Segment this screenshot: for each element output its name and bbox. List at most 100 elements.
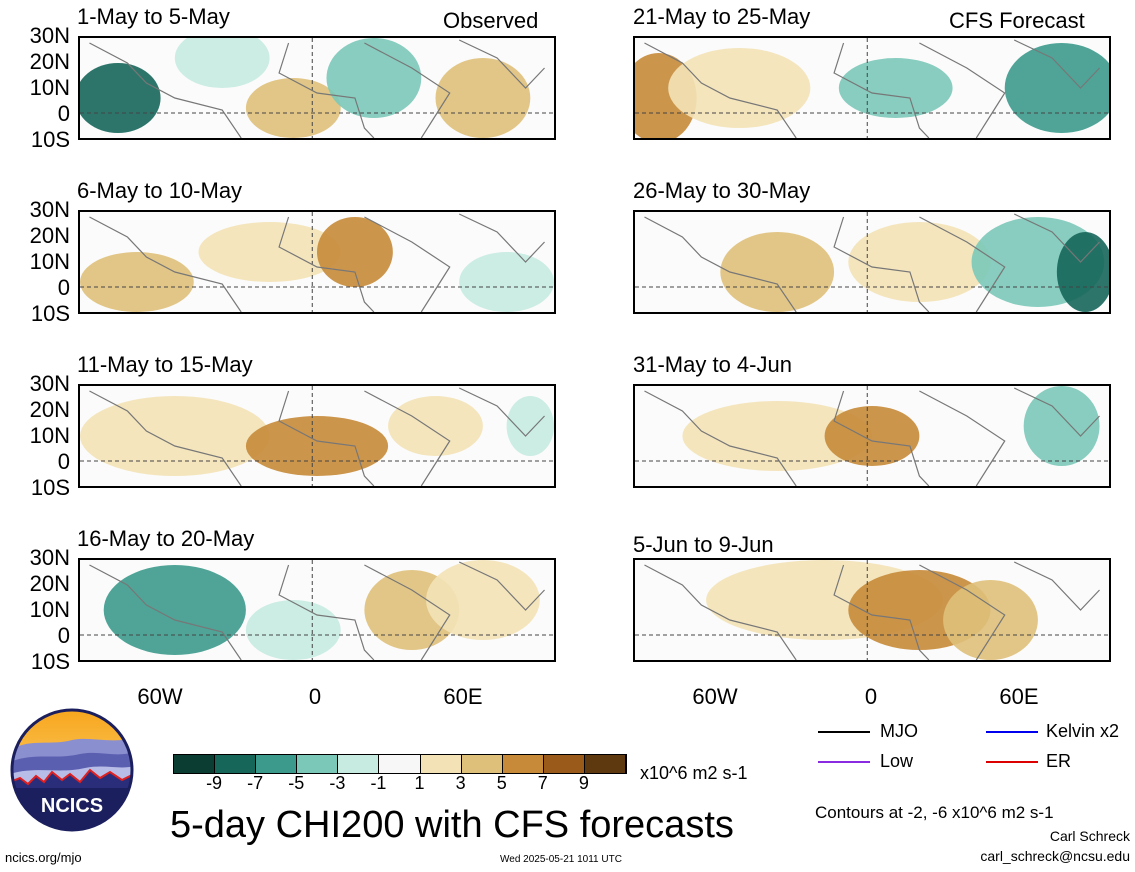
- lat-label: 20N: [29, 571, 70, 596]
- anomaly-shading: [682, 401, 872, 471]
- colorbar-tick-label: 1: [414, 773, 425, 793]
- legend-low-label: Low: [880, 751, 914, 771]
- legend-low-line: [818, 761, 870, 763]
- legend-mjo-label: MJO: [880, 721, 918, 741]
- anomaly-shading: [943, 580, 1038, 660]
- chi200-field: [635, 386, 1109, 486]
- colorbar-swatch: [174, 755, 216, 773]
- panel-tag-observed: Observed: [443, 8, 539, 33]
- colorbar-tick-label: -9: [206, 773, 223, 793]
- timestamp: Wed 2025-05-21 1011 UTC: [500, 854, 622, 865]
- panel-title: 5-Jun to 9-Jun: [633, 532, 774, 557]
- panel-title: 31-May to 4-Jun: [633, 352, 792, 377]
- anomaly-shading: [80, 252, 194, 312]
- colorbar-tick-label: -1: [370, 773, 387, 793]
- lat-label: 30N: [29, 197, 70, 222]
- map-panel: [633, 558, 1111, 662]
- anomaly-shading: [103, 565, 246, 655]
- anomaly-shading: [174, 38, 270, 88]
- colorbar-swatch: [461, 755, 503, 773]
- lat-label: 10S: [30, 475, 70, 500]
- contour-note: Contours at -2, -6 x10^6 m2 s-1: [815, 803, 1054, 822]
- lon-label-60e: 60E: [999, 684, 1039, 709]
- colorbar-units: x10^6 m2 s-1: [640, 763, 748, 783]
- legend-er-line: [986, 761, 1038, 763]
- panel-title: 6-May to 10-May: [77, 178, 243, 203]
- colorbar-swatch: [256, 755, 298, 773]
- ncics-logo: NCICS: [10, 708, 134, 832]
- logo-text: NCICS: [41, 795, 103, 817]
- anomaly-shading: [838, 58, 953, 118]
- anomaly-shading: [506, 396, 554, 456]
- chi200-field: [80, 212, 554, 312]
- anomaly-shading: [80, 63, 161, 133]
- anomaly-shading: [245, 78, 341, 138]
- chi200-field: [635, 38, 1109, 138]
- panel-title: 16-May to 20-May: [77, 526, 255, 551]
- panel-title: 11-May to 15-May: [77, 352, 253, 377]
- map-panel: [633, 210, 1111, 314]
- lat-label: 0: [57, 449, 70, 474]
- lat-label: 10N: [29, 75, 70, 100]
- colorbar-swatch: [215, 755, 257, 773]
- anomaly-shading: [459, 252, 554, 312]
- map-panel: [78, 210, 556, 314]
- anomaly-shading: [1004, 43, 1109, 133]
- panel-tag-forecast: CFS Forecast: [949, 8, 1085, 33]
- legend-kelvin-label: Kelvin x2: [1046, 721, 1120, 741]
- lat-label: 30N: [29, 545, 70, 570]
- colorbar-tick-label: -7: [247, 773, 264, 793]
- anomaly-shading: [720, 232, 835, 312]
- map-panel: [633, 36, 1111, 140]
- lat-label: 0: [57, 275, 70, 300]
- legend-mjo-line: [818, 731, 870, 733]
- anomaly-shading: [824, 406, 920, 466]
- anomaly-shading: [80, 396, 270, 476]
- lat-label: 20N: [29, 49, 70, 74]
- coastline: [644, 387, 1100, 486]
- anomaly-shading: [245, 416, 389, 476]
- lat-label: 10S: [30, 301, 70, 326]
- lat-label: 20N: [29, 223, 70, 248]
- colorbar-swatch: [338, 755, 380, 773]
- colorbar-swatch: [502, 755, 544, 773]
- colorbar-tick-label: -5: [288, 773, 305, 793]
- lat-label: 10S: [30, 127, 70, 152]
- lon-label-60w: 60W: [137, 684, 183, 709]
- legend-kelvin-line: [986, 731, 1038, 733]
- anomaly-shading: [1056, 232, 1109, 312]
- panel-title: 26-May to 30-May: [633, 178, 811, 203]
- map-panel: [78, 384, 556, 488]
- colorbar-tick-label: 7: [537, 773, 548, 793]
- lat-label: 10N: [29, 597, 70, 622]
- coastline: [644, 213, 1100, 312]
- coastline: [89, 213, 545, 312]
- chi200-field: [80, 560, 554, 660]
- colorbar-tick-label: -3: [329, 773, 346, 793]
- colorbar: [173, 754, 627, 774]
- chi200-field: [80, 386, 554, 486]
- anomaly-shading: [317, 217, 393, 287]
- anomaly-shading: [426, 560, 540, 640]
- colorbar-swatch: [584, 755, 627, 773]
- anomaly-shading: [326, 38, 422, 118]
- anomaly-shading: [668, 48, 811, 128]
- lat-label: 0: [57, 623, 70, 648]
- lat-label: 30N: [29, 371, 70, 396]
- lon-label-60e: 60E: [443, 684, 483, 709]
- chi200-field: [635, 560, 1109, 660]
- site-url: ncics.org/mjo: [5, 850, 82, 865]
- map-panel: [78, 558, 556, 662]
- lat-label: 30N: [29, 23, 70, 48]
- main-title: 5-day CHI200 with CFS forecasts: [170, 804, 734, 846]
- colorbar-swatch: [420, 755, 462, 773]
- anomaly-shading: [388, 396, 483, 456]
- lat-label: 10S: [30, 649, 70, 674]
- lat-label: 20N: [29, 397, 70, 422]
- lon-label-0: 0: [864, 684, 878, 709]
- chi200-field: [80, 38, 554, 138]
- panel-title: 1-May to 5-May: [77, 4, 230, 29]
- coastline: [644, 39, 1100, 138]
- lon-label-60w: 60W: [692, 684, 738, 709]
- coastline: [644, 561, 1100, 660]
